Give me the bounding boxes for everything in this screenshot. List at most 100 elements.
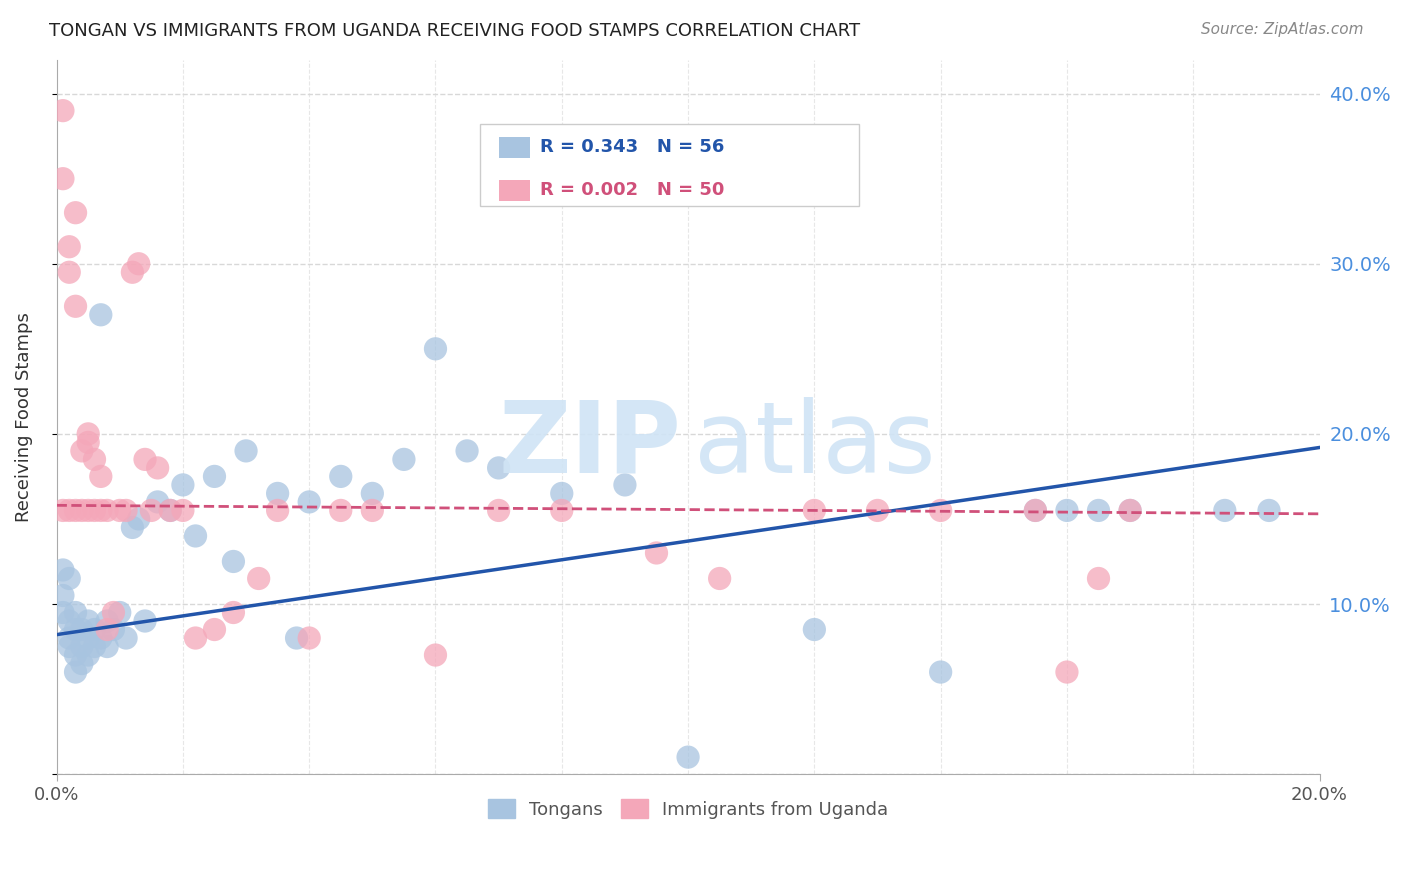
Bar <box>499 179 530 201</box>
Point <box>52 103 75 118</box>
Point <box>65 503 87 517</box>
Point <box>83 640 105 654</box>
Point <box>134 614 156 628</box>
Point <box>456 443 478 458</box>
Point <box>146 495 169 509</box>
Point <box>90 469 112 483</box>
Point <box>676 750 699 764</box>
Point <box>96 623 118 637</box>
Point <box>128 512 150 526</box>
Point <box>96 503 118 517</box>
Point <box>70 640 93 654</box>
Point <box>1024 503 1046 517</box>
Point <box>1213 503 1236 517</box>
Point <box>929 503 952 517</box>
Point <box>121 265 143 279</box>
Point <box>247 572 270 586</box>
Point <box>58 640 80 654</box>
Point <box>184 631 207 645</box>
Point <box>58 503 80 517</box>
Point <box>70 443 93 458</box>
Point <box>159 503 181 517</box>
Point <box>90 503 112 517</box>
Point <box>645 546 668 560</box>
Point <box>1119 503 1142 517</box>
Point <box>551 486 574 500</box>
Point <box>77 426 100 441</box>
Point <box>65 648 87 662</box>
Point <box>1024 503 1046 517</box>
Point <box>121 520 143 534</box>
Point <box>361 503 384 517</box>
Point <box>425 648 447 662</box>
Bar <box>499 136 530 158</box>
Point <box>58 265 80 279</box>
Point <box>285 631 308 645</box>
Point <box>115 503 138 517</box>
Point <box>52 589 75 603</box>
FancyBboxPatch shape <box>479 124 859 206</box>
Point <box>83 623 105 637</box>
Text: R = 0.343   N = 56: R = 0.343 N = 56 <box>540 137 724 156</box>
Point <box>58 572 80 586</box>
Point <box>103 606 125 620</box>
Point <box>58 631 80 645</box>
Point <box>298 631 321 645</box>
Point <box>65 665 87 679</box>
Point <box>83 452 105 467</box>
Point <box>1258 503 1281 517</box>
Point <box>65 606 87 620</box>
Point <box>52 171 75 186</box>
Point <box>361 486 384 500</box>
Point <box>613 478 636 492</box>
Point <box>58 614 80 628</box>
Point <box>266 486 288 500</box>
Point <box>90 631 112 645</box>
Point <box>65 299 87 313</box>
Point <box>77 435 100 450</box>
Text: ZIP: ZIP <box>499 397 682 494</box>
Point <box>329 503 352 517</box>
Point <box>52 563 75 577</box>
Y-axis label: Receiving Food Stamps: Receiving Food Stamps <box>15 312 32 522</box>
Point <box>488 503 510 517</box>
Point <box>1087 503 1109 517</box>
Text: Source: ZipAtlas.com: Source: ZipAtlas.com <box>1201 22 1364 37</box>
Point <box>96 614 118 628</box>
Point <box>108 606 131 620</box>
Point <box>103 623 125 637</box>
Text: atlas: atlas <box>695 397 936 494</box>
Point <box>65 205 87 219</box>
Point <box>929 665 952 679</box>
Point <box>70 657 93 671</box>
Point <box>204 469 226 483</box>
Point <box>235 443 257 458</box>
Point <box>159 503 181 517</box>
Point <box>172 478 194 492</box>
Point <box>83 503 105 517</box>
Point <box>803 623 825 637</box>
Point <box>222 554 245 568</box>
Point <box>803 503 825 517</box>
Point <box>298 495 321 509</box>
Text: R = 0.002   N = 50: R = 0.002 N = 50 <box>540 181 724 199</box>
Point <box>266 503 288 517</box>
Point <box>141 503 163 517</box>
Point <box>134 452 156 467</box>
Point <box>551 503 574 517</box>
Point <box>96 640 118 654</box>
Point <box>52 503 75 517</box>
Point <box>77 614 100 628</box>
Point <box>172 503 194 517</box>
Point <box>1119 503 1142 517</box>
Point <box>128 257 150 271</box>
Point <box>77 503 100 517</box>
Point <box>70 503 93 517</box>
Point <box>90 308 112 322</box>
Point <box>329 469 352 483</box>
Point <box>1056 503 1078 517</box>
Point <box>222 606 245 620</box>
Point <box>70 623 93 637</box>
Point <box>77 648 100 662</box>
Point <box>146 461 169 475</box>
